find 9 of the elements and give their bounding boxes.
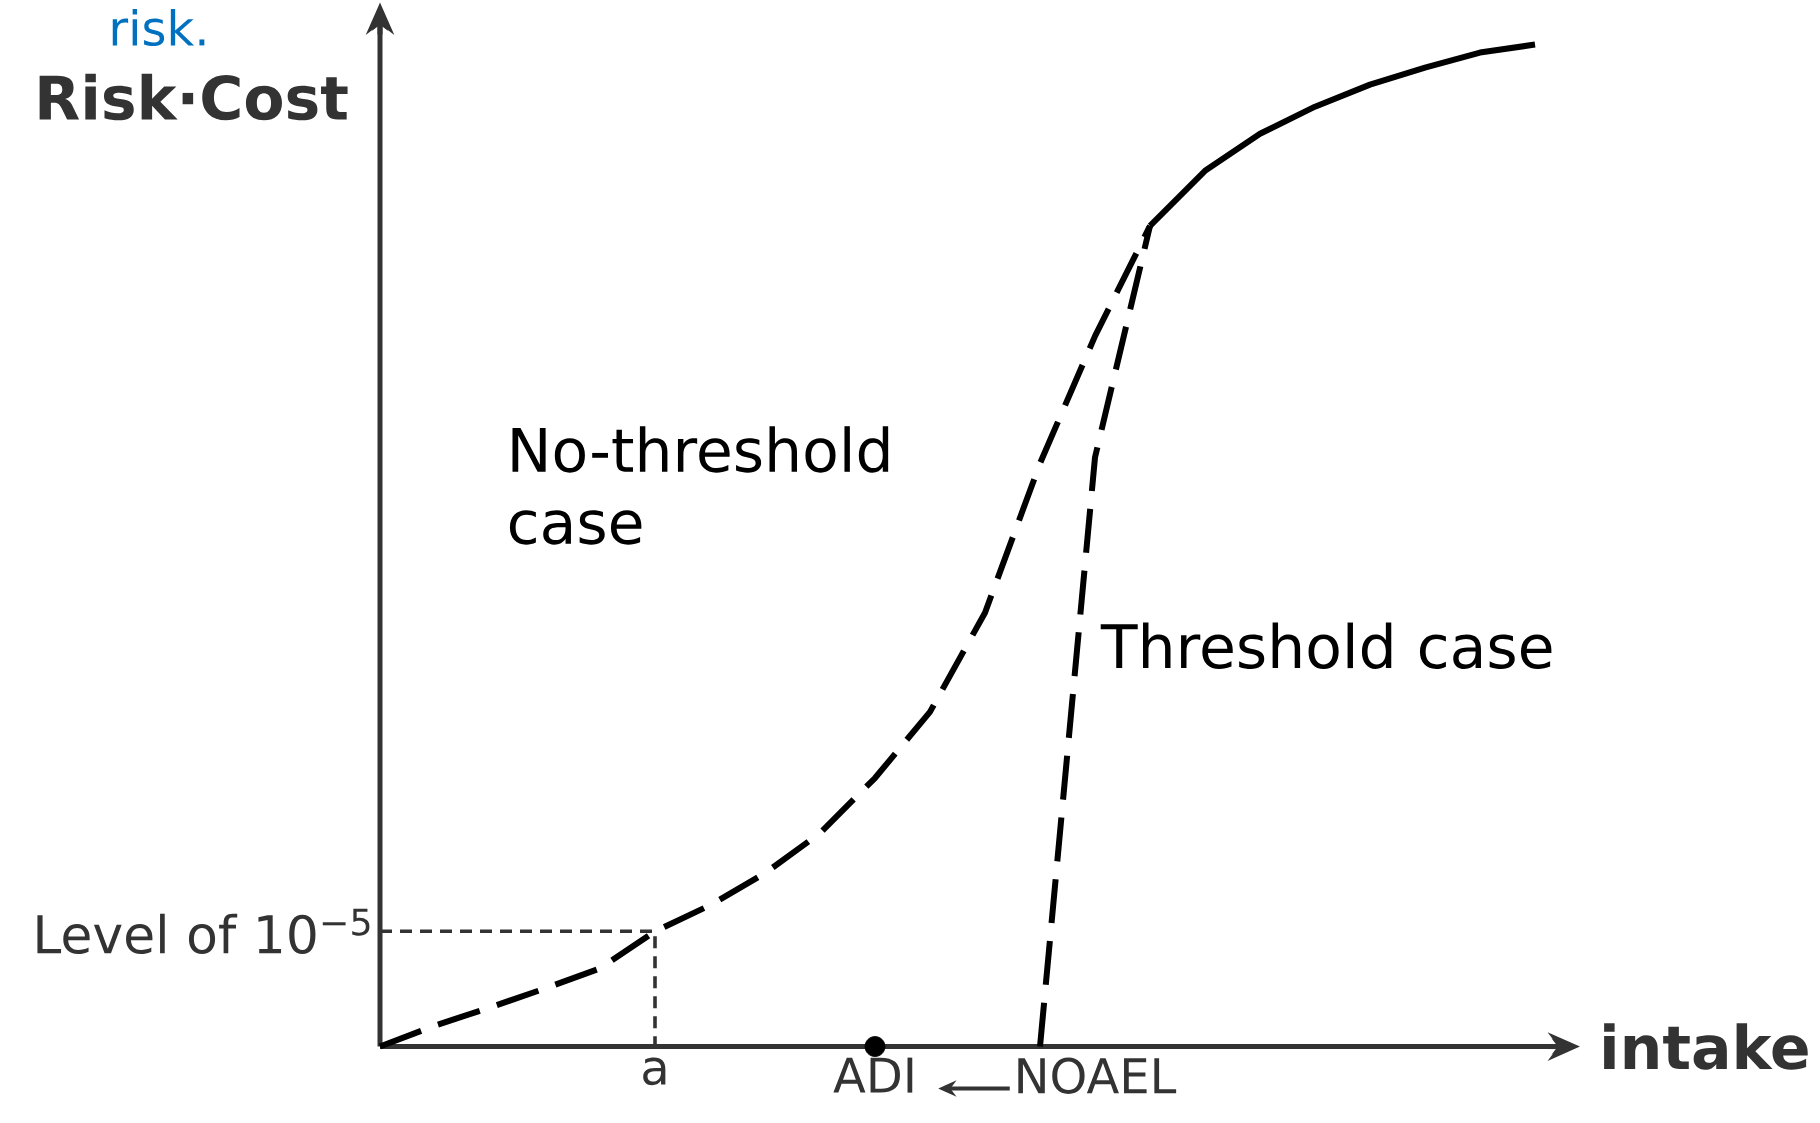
x-tick-label: ADI (833, 1057, 913, 1093)
series-label: No-threshold case (509, 426, 889, 545)
text: risk. (112, 9, 205, 47)
ref-line-label: Level of 10$^{−5}$ (37, 908, 370, 955)
x-tick-label: a (643, 1057, 666, 1086)
x-axis-title: intake (1604, 1023, 1808, 1070)
y-axis-title: Risk·Cost (39, 74, 348, 121)
series-label: Threshold case (1100, 622, 1552, 670)
x-tick-label: NOAEL (1018, 1057, 1177, 1095)
